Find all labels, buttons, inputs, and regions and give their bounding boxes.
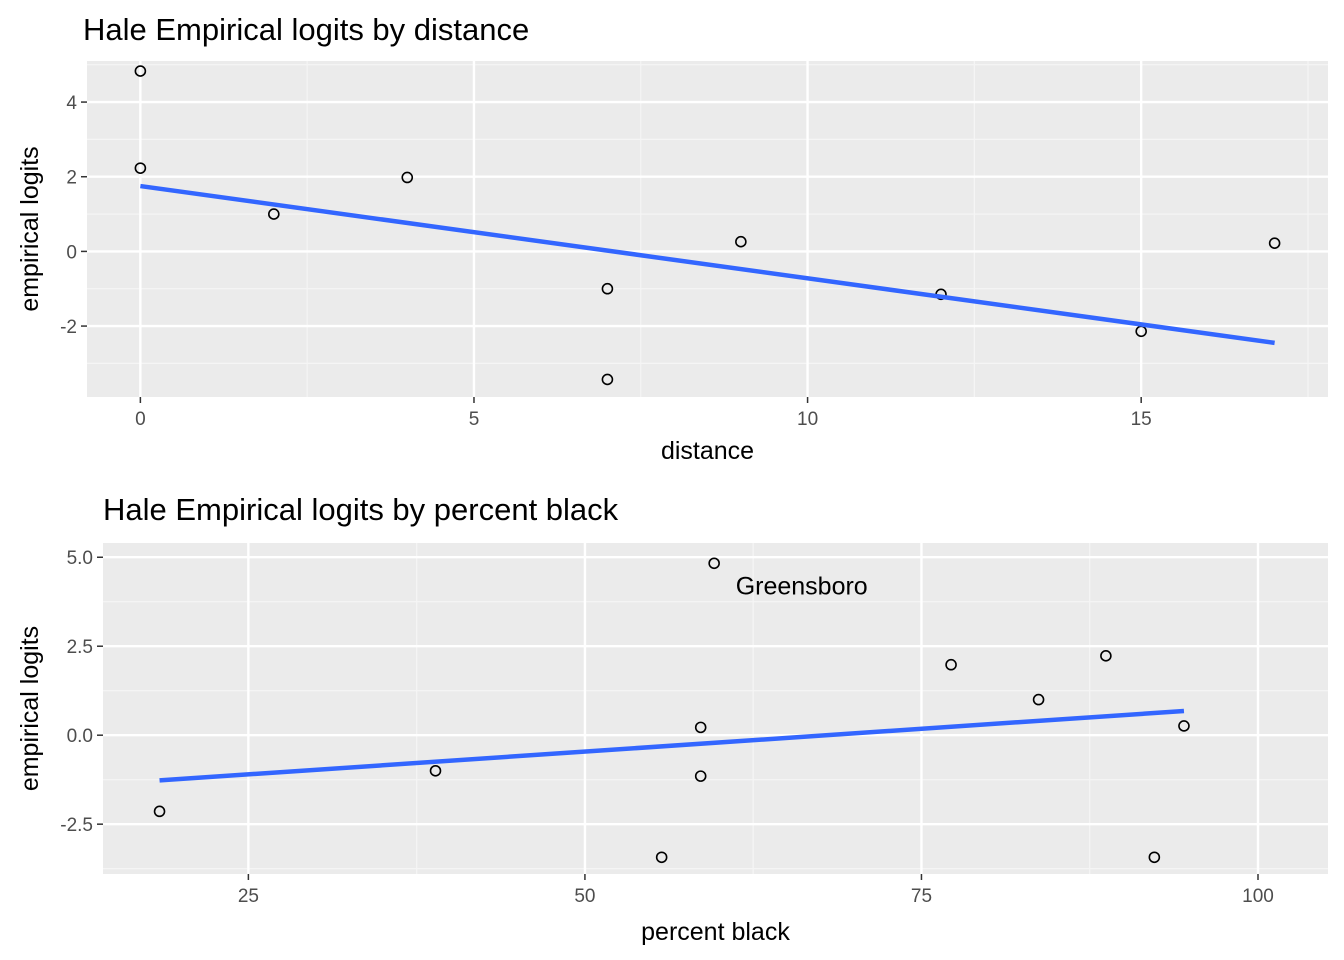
y-tick-label: 0	[66, 242, 77, 263]
x-axis-title: percent black	[641, 918, 790, 946]
x-tick-label: 75	[911, 886, 932, 907]
data-point	[694, 770, 707, 782]
data-point	[429, 764, 442, 777]
data-point	[655, 851, 668, 864]
data-point	[735, 235, 747, 248]
y-tick-label: 2	[66, 168, 77, 189]
x-tick-label: 15	[1131, 409, 1152, 430]
point-annotation: Greensboro	[736, 573, 868, 601]
chart-panel-1: Hale Empirical logits by distance 0 5 10 15 -…	[16, 12, 1328, 465]
data-point	[694, 721, 707, 734]
data-point	[945, 658, 957, 671]
y-tick-label: -2	[60, 317, 77, 338]
chart-title: Hale Empirical logits by distance	[83, 12, 529, 47]
y-tick-label: -2.5	[60, 815, 93, 836]
data-point	[268, 208, 280, 220]
data-point	[1032, 693, 1045, 706]
data-point	[134, 65, 147, 77]
trend-line	[140, 183, 1275, 346]
x-tick-label: 50	[574, 886, 595, 907]
plot-panel	[87, 61, 1328, 397]
data-point	[601, 373, 614, 386]
data-point	[1178, 720, 1190, 732]
y-tick-label: 5.0	[67, 548, 93, 569]
x-tick-label: 25	[238, 886, 259, 907]
x-tick-label: 100	[1242, 886, 1274, 907]
y-tick-label: 0.0	[67, 726, 93, 747]
y-tick-label: 4	[66, 93, 77, 114]
data-point	[1100, 650, 1112, 662]
data-point	[1148, 851, 1161, 864]
data-point	[134, 162, 147, 174]
y-axis-title: empirical logits	[16, 626, 44, 791]
x-tick-label: 5	[469, 409, 480, 430]
x-axis-title: distance	[661, 437, 754, 465]
data-point	[708, 557, 720, 570]
x-tick-label: 0	[135, 409, 146, 430]
y-axis-title: empirical logits	[16, 146, 44, 311]
chart-title: Hale Empirical logits by percent black	[103, 492, 619, 527]
data-point	[153, 805, 166, 818]
data-point	[401, 171, 414, 184]
plot-panel	[103, 543, 1328, 874]
data-point	[601, 282, 614, 295]
trend-line	[159, 708, 1185, 783]
chart-panel-2: Hale Empirical logits by percent black 25…	[16, 492, 1328, 946]
data-point	[1268, 237, 1281, 249]
x-tick-label: 10	[797, 409, 818, 430]
y-tick-label: 2.5	[67, 637, 93, 658]
